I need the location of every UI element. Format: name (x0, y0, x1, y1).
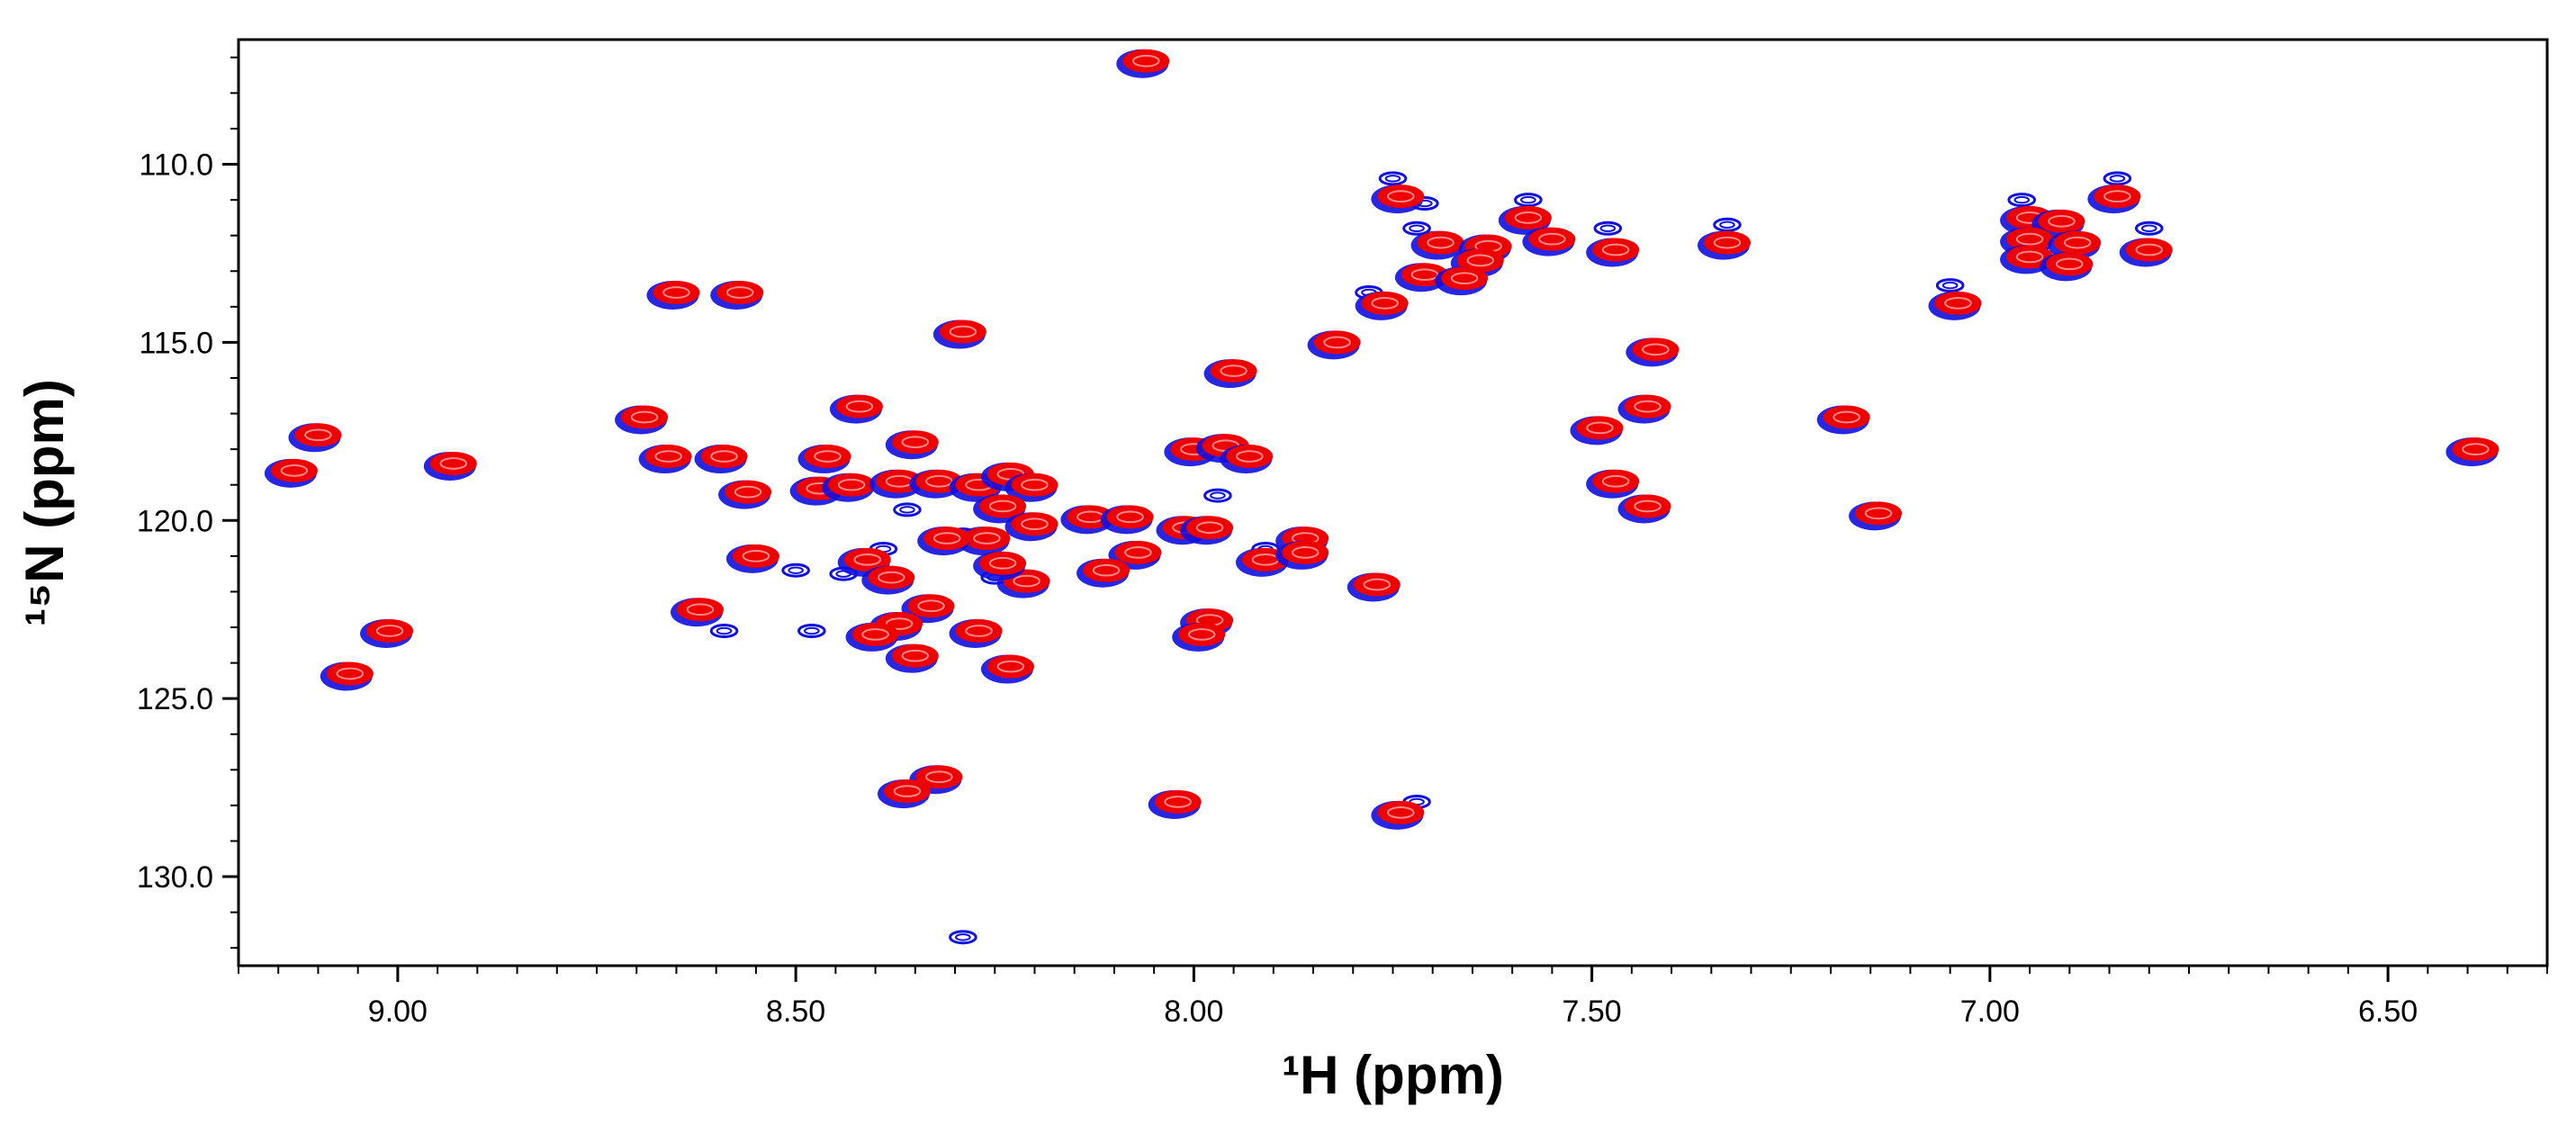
red-peak (917, 526, 971, 556)
red-peak (2040, 252, 2094, 282)
red-peak (1004, 512, 1058, 542)
red-peak (710, 280, 764, 310)
red-peak (1816, 405, 1870, 435)
red-peak (1617, 494, 1671, 524)
y-tick-label: 130.0 (137, 860, 213, 895)
blue-peak (949, 930, 977, 945)
red-peak (932, 320, 986, 349)
red-peak (1410, 230, 1464, 260)
blue-peak (2103, 171, 2132, 186)
red-peak (718, 480, 772, 509)
red-peak (861, 565, 915, 595)
blue-peak (1514, 193, 1543, 208)
red-peak (885, 644, 939, 673)
x-tick-label: 8.00 (1164, 994, 1223, 1029)
red-peak (845, 622, 899, 652)
red-peak (885, 430, 939, 460)
red-peak (829, 394, 883, 424)
blue-peak (709, 623, 739, 638)
red-peak (1347, 572, 1401, 602)
red-peak (1371, 184, 1425, 214)
red-peak (1522, 227, 1576, 256)
blue-peak (1402, 220, 1431, 236)
y-axis: 110.0 115.0 120.0 125.0 130.0 (137, 56, 239, 950)
blue-peak (1378, 171, 1408, 186)
blue-peak (797, 623, 826, 638)
red-peak (725, 544, 779, 573)
red-peak (1275, 540, 1329, 570)
blue-peak (781, 562, 810, 578)
red-peak (1849, 501, 1903, 531)
red-peak (1697, 230, 1751, 260)
red-peak (1928, 291, 1982, 320)
red-peak (1570, 416, 1624, 446)
x-tick-label: 8.50 (766, 994, 825, 1029)
y-tick-label: 120.0 (137, 504, 213, 538)
red-peak (2445, 437, 2499, 467)
x-tick-label: 7.00 (1960, 994, 2020, 1029)
red-peak (638, 445, 692, 474)
red-peak (1004, 472, 1058, 502)
y-tick-label: 110.0 (139, 148, 213, 183)
red-peak (1100, 505, 1154, 535)
red-peak (2119, 238, 2173, 267)
blue-peak (893, 502, 922, 518)
red-peak (1355, 291, 1409, 320)
red-peak (2048, 230, 2102, 260)
y-tick-label: 125.0 (137, 682, 213, 716)
blue-peak (1713, 217, 1742, 232)
red-peak (980, 654, 1034, 684)
red-peak (1220, 445, 1274, 474)
x-axis: 9.00 8.50 8.00 7.50 7.00 6.50 (238, 966, 2548, 1029)
red-peak (1371, 800, 1425, 830)
red-peak (1108, 540, 1162, 570)
red-peak (797, 445, 851, 474)
blue-peak (1935, 278, 1965, 293)
red-peak (1498, 205, 1552, 235)
blue-peak (1593, 220, 1623, 236)
red-peak (615, 405, 669, 435)
red-peak (646, 280, 700, 310)
red-peak (877, 779, 931, 809)
red-peak (957, 526, 1011, 556)
y-axis-title: ¹⁵N (ppm) (14, 379, 75, 626)
blue-peak (1203, 488, 1232, 503)
x-axis-title: ¹H (ppm) (1282, 1045, 1504, 1105)
red-peak (2087, 184, 2141, 214)
x-tick-label: 7.50 (1563, 994, 1622, 1029)
x-tick-label: 6.50 (2358, 994, 2418, 1029)
red-peak (1148, 789, 1202, 819)
peaks-layer (264, 49, 2499, 945)
red-peak (671, 598, 724, 627)
red-peak (973, 494, 1027, 524)
red-peak (694, 445, 748, 474)
red-peak (320, 662, 374, 691)
y-tick-label: 115.0 (139, 326, 213, 360)
red-peak (1307, 330, 1361, 360)
red-peak (264, 458, 318, 488)
red-peak (1586, 469, 1640, 499)
red-peak (1586, 238, 1640, 267)
red-peak (1076, 558, 1130, 588)
red-peak (360, 618, 414, 648)
x-tick-label: 9.00 (368, 994, 428, 1029)
red-peak (1172, 622, 1226, 652)
red-peak (973, 551, 1027, 580)
red-peak (288, 423, 342, 453)
red-peak (909, 469, 963, 499)
blue-peak (2134, 220, 2164, 236)
red-peak (1116, 49, 1170, 78)
red-peak (1180, 516, 1234, 545)
red-peak (1617, 394, 1671, 424)
red-peak (1435, 266, 1489, 296)
blue-peak (2007, 193, 2037, 208)
red-peak (822, 472, 876, 502)
red-peak (1626, 338, 1680, 367)
red-peak (949, 618, 1003, 648)
red-peak (1203, 359, 1257, 389)
red-peak (423, 451, 477, 481)
